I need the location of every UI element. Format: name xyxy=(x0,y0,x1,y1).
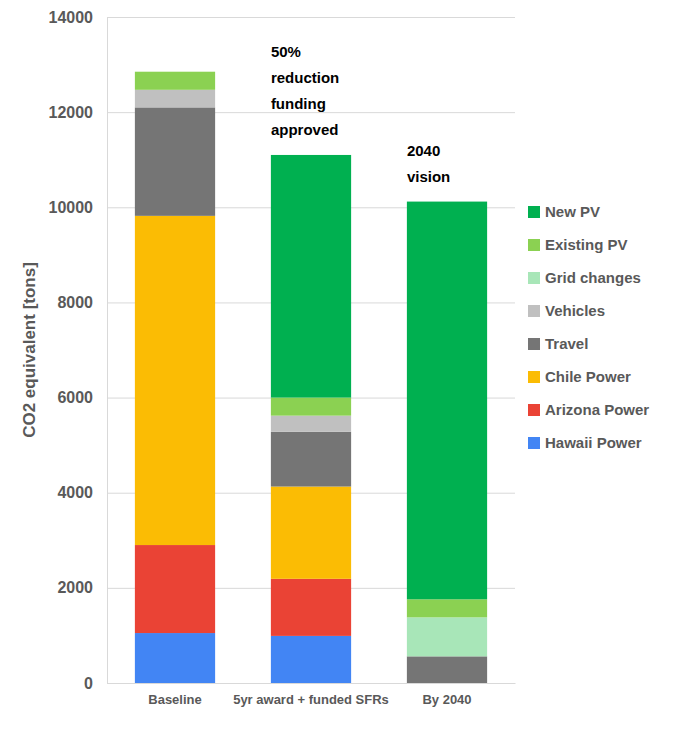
bar-segment xyxy=(271,579,351,636)
legend-label: Existing PV xyxy=(545,236,628,253)
legend-label: Grid changes xyxy=(545,269,641,286)
y-tick-label: 8000 xyxy=(57,294,93,311)
legend-item: Hawaii Power xyxy=(528,434,642,451)
legend-swatch xyxy=(528,239,540,251)
bar-segment xyxy=(407,599,487,617)
legend-label: Hawaii Power xyxy=(545,434,642,451)
legend-label: Vehicles xyxy=(545,302,605,319)
bar-segment xyxy=(135,72,215,90)
bar-segment xyxy=(135,107,215,215)
y-tick-label: 6000 xyxy=(57,389,93,406)
legend-label: New PV xyxy=(545,203,600,220)
x-tick: Baseline xyxy=(148,683,201,707)
y-axis-title: CO2 equivalent [tons] xyxy=(20,262,39,438)
y-tick-label: 2000 xyxy=(57,579,93,596)
chart: 0 2000 4000 6000 8000 10000 12000 14000 Baseline… xyxy=(0,0,700,734)
legend-label: Travel xyxy=(545,335,588,352)
legend-item: Grid changes xyxy=(528,269,641,286)
y-tick-label: 14000 xyxy=(49,9,94,26)
annotation-line: 2040 xyxy=(407,142,440,159)
legend-item: Arizona Power xyxy=(528,401,649,418)
y-axis: 0 2000 4000 6000 8000 10000 12000 14000 xyxy=(49,9,516,692)
y-tick-label: 10000 xyxy=(49,199,94,216)
legend: New PV Existing PV Grid changes Vehicles Tra… xyxy=(528,203,649,451)
x-tick-label: 5yr award + funded SFRs xyxy=(233,692,389,707)
x-tick-label: Baseline xyxy=(148,692,201,707)
y-tick-label: 0 xyxy=(84,675,93,692)
legend-item: New PV xyxy=(528,203,600,220)
annotation: 50% reduction funding approved xyxy=(271,43,339,138)
bar-segment xyxy=(271,432,351,487)
bar-segment xyxy=(271,398,351,416)
grid-line xyxy=(107,683,515,684)
bars xyxy=(135,72,487,683)
bar-segment xyxy=(271,416,351,432)
bar-segment xyxy=(271,487,351,579)
bar-segment xyxy=(407,617,487,656)
legend-swatch xyxy=(528,206,540,218)
bar-segment xyxy=(135,633,215,683)
grid-line xyxy=(107,17,515,18)
annotation-line: vision xyxy=(407,168,450,185)
x-tick-label: By 2040 xyxy=(422,692,471,707)
legend-label: Arizona Power xyxy=(545,401,649,418)
legend-item: Travel xyxy=(528,335,588,352)
annotation-line: reduction xyxy=(271,69,339,86)
x-tick: By 2040 xyxy=(422,683,471,707)
annotation-line: approved xyxy=(271,121,339,138)
legend-swatch xyxy=(528,305,540,317)
bar-segment xyxy=(271,636,351,683)
bar-segment xyxy=(407,656,487,683)
bar-segment xyxy=(271,155,351,398)
bar-segment xyxy=(135,545,215,633)
bar-segment xyxy=(135,71,215,72)
y-tick-label: 4000 xyxy=(57,484,93,501)
legend-label: Chile Power xyxy=(545,368,631,385)
legend-item: Vehicles xyxy=(528,302,605,319)
legend-swatch xyxy=(528,338,540,350)
legend-item: Chile Power xyxy=(528,368,631,385)
y-axis-line xyxy=(107,18,108,684)
legend-swatch xyxy=(528,404,540,416)
y-tick: 14000 xyxy=(49,9,516,26)
legend-swatch xyxy=(528,437,540,449)
bar-segment xyxy=(135,216,215,545)
x-tick: 5yr award + funded SFRs xyxy=(233,683,389,707)
legend-item: Existing PV xyxy=(528,236,628,253)
legend-swatch xyxy=(528,371,540,383)
x-axis: Baseline 5yr award + funded SFRs By 2040 xyxy=(108,683,516,707)
y-tick-label: 12000 xyxy=(49,104,94,121)
bar-segment xyxy=(135,90,215,108)
bar-segment xyxy=(407,202,487,600)
annotation-line: 50% xyxy=(271,43,301,60)
annotation: 2040 vision xyxy=(407,142,450,185)
legend-swatch xyxy=(528,272,540,284)
x-axis-line xyxy=(108,683,516,684)
annotation-line: funding xyxy=(271,95,326,112)
